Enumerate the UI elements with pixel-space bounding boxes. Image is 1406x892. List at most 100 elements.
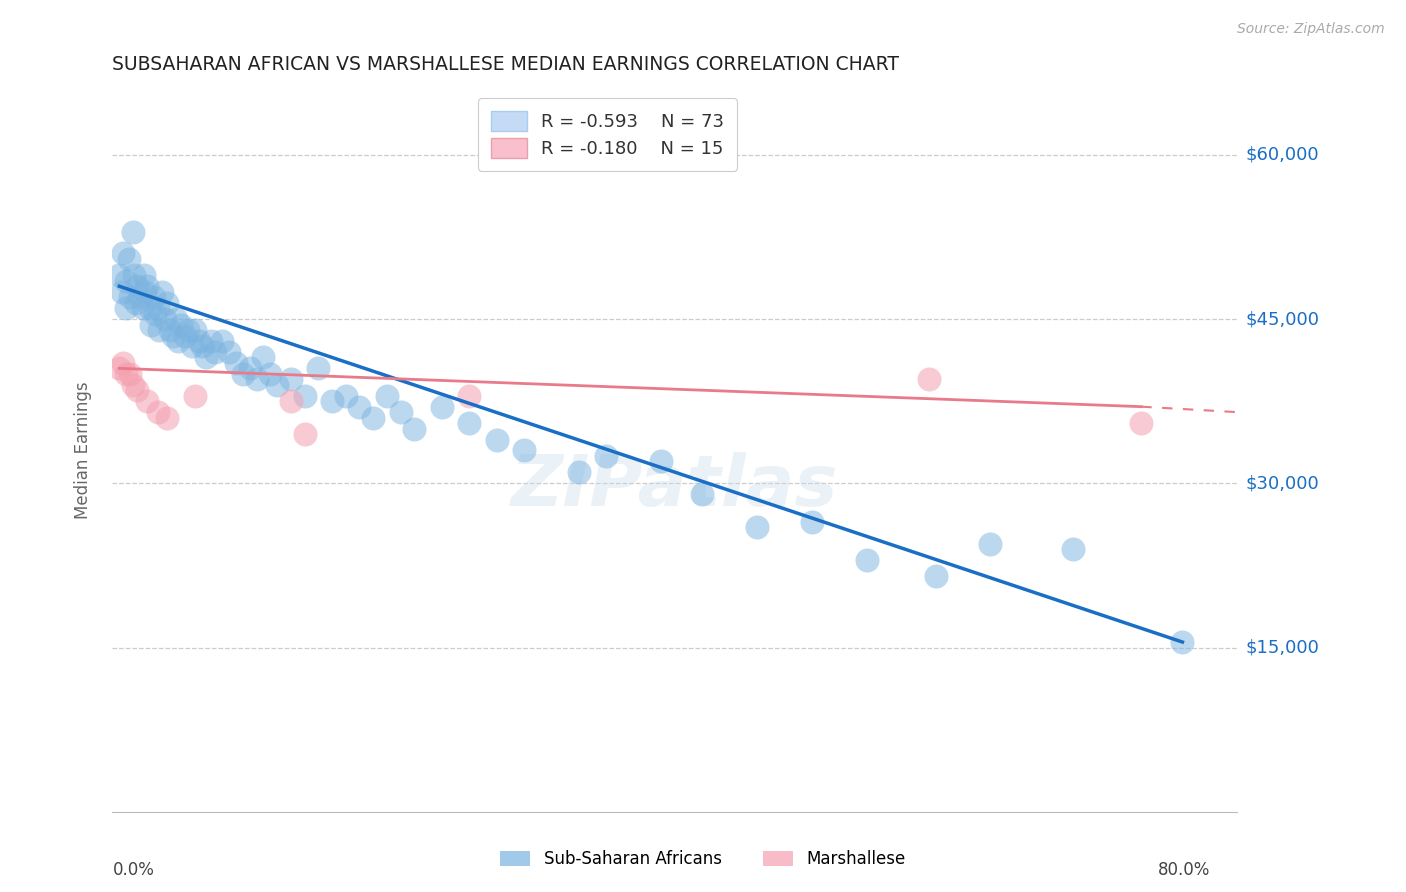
Point <box>389 405 412 419</box>
Point <box>162 328 184 343</box>
Point <box>595 449 617 463</box>
Point <box>127 384 149 398</box>
Point <box>131 301 153 315</box>
Point <box>187 334 209 348</box>
Point <box>118 252 141 266</box>
Point <box>218 345 240 359</box>
Point <box>142 290 165 304</box>
Point <box>153 312 176 326</box>
Text: $45,000: $45,000 <box>1246 310 1320 328</box>
Point <box>135 394 157 409</box>
Point <box>349 400 371 414</box>
Point <box>112 356 135 370</box>
Point <box>125 295 148 310</box>
Point <box>143 307 166 321</box>
Point <box>190 339 212 353</box>
Text: 80.0%: 80.0% <box>1157 861 1209 879</box>
Point <box>204 345 226 359</box>
Point <box>122 377 145 392</box>
Point <box>184 389 207 403</box>
Point <box>321 394 343 409</box>
Point <box>134 285 156 299</box>
Point <box>747 520 769 534</box>
Point <box>225 356 247 370</box>
Point <box>115 274 138 288</box>
Point <box>159 323 181 337</box>
Point <box>120 367 142 381</box>
Point <box>108 361 131 376</box>
Point <box>115 301 138 315</box>
Point <box>129 290 152 304</box>
Text: $30,000: $30,000 <box>1246 475 1319 492</box>
Point <box>167 334 190 348</box>
Point <box>200 334 222 348</box>
Point <box>108 268 131 283</box>
Point <box>979 536 1001 550</box>
Point <box>156 410 179 425</box>
Point <box>1130 416 1153 430</box>
Point <box>148 323 170 337</box>
Point <box>485 433 508 447</box>
Point <box>170 318 193 332</box>
Text: $60,000: $60,000 <box>1246 146 1319 164</box>
Point <box>280 394 302 409</box>
Point <box>177 323 200 337</box>
Point <box>856 553 879 567</box>
Text: Source: ZipAtlas.com: Source: ZipAtlas.com <box>1237 22 1385 37</box>
Text: $15,000: $15,000 <box>1246 639 1319 657</box>
Point <box>184 323 207 337</box>
Point <box>650 454 672 468</box>
Point <box>111 285 134 299</box>
Text: SUBSAHARAN AFRICAN VS MARSHALLESE MEDIAN EARNINGS CORRELATION CHART: SUBSAHARAN AFRICAN VS MARSHALLESE MEDIAN… <box>112 54 900 74</box>
Point <box>127 279 149 293</box>
Point <box>120 290 142 304</box>
Point <box>375 389 398 403</box>
Point <box>122 225 145 239</box>
Point <box>132 268 155 283</box>
Point <box>232 367 254 381</box>
Text: ZIPatlas: ZIPatlas <box>512 452 838 521</box>
Point <box>245 372 267 386</box>
Point <box>156 295 179 310</box>
Point <box>174 328 197 343</box>
Point <box>513 443 536 458</box>
Point <box>307 361 329 376</box>
Point <box>211 334 233 348</box>
Point <box>165 312 187 326</box>
Y-axis label: Median Earnings: Median Earnings <box>73 382 91 519</box>
Point <box>458 416 481 430</box>
Point <box>294 389 316 403</box>
Point <box>335 389 357 403</box>
Point <box>280 372 302 386</box>
Point <box>430 400 453 414</box>
Point <box>150 285 173 299</box>
Legend: R = -0.593    N = 73, R = -0.180    N = 15: R = -0.593 N = 73, R = -0.180 N = 15 <box>478 98 737 170</box>
Point <box>294 427 316 442</box>
Point <box>124 268 146 283</box>
Point <box>801 515 824 529</box>
Point <box>135 279 157 293</box>
Point <box>259 367 281 381</box>
Point <box>252 351 274 365</box>
Point <box>194 351 217 365</box>
Point <box>361 410 384 425</box>
Point <box>1171 635 1194 649</box>
Legend: Sub-Saharan Africans, Marshallese: Sub-Saharan Africans, Marshallese <box>494 844 912 875</box>
Point <box>924 569 946 583</box>
Point <box>181 339 204 353</box>
Text: 0.0%: 0.0% <box>112 861 155 879</box>
Point <box>239 361 262 376</box>
Point <box>692 487 714 501</box>
Point <box>138 301 160 315</box>
Point <box>568 466 591 480</box>
Point <box>146 301 169 315</box>
Point <box>404 421 426 435</box>
Point <box>266 377 288 392</box>
Point <box>112 246 135 260</box>
Point <box>917 372 939 386</box>
Point <box>115 367 138 381</box>
Point <box>139 318 162 332</box>
Point <box>146 405 169 419</box>
Point <box>458 389 481 403</box>
Point <box>1062 541 1084 556</box>
